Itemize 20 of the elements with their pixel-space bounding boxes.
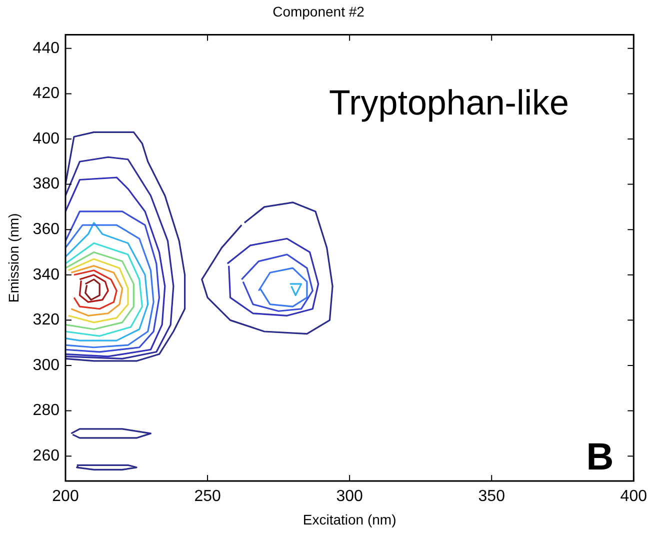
x-tick-label: 350: [478, 488, 506, 506]
chart-title: Component #2: [272, 3, 365, 20]
annotation: B: [586, 436, 614, 478]
y-tick-label: 300: [32, 356, 60, 374]
y-tick-label: 260: [32, 447, 60, 464]
x-tick-label: 400: [620, 488, 648, 506]
y-tick-label: 320: [32, 312, 60, 329]
y-tick-label: 440: [32, 40, 60, 57]
annotation: Tryptophan-like: [329, 83, 569, 122]
x-tick-label: 200: [52, 488, 79, 506]
y-axis-title: Emission (nm): [5, 213, 22, 303]
y-tick-label: 380: [32, 176, 60, 193]
y-tick-label: 420: [32, 85, 60, 102]
x-axis-title: Excitation (nm): [302, 511, 396, 528]
x-tick-label: 300: [336, 488, 364, 506]
y-tick-label: 280: [32, 402, 60, 420]
x-tick-label: 250: [194, 488, 221, 506]
y-tick-label: 340: [32, 266, 60, 284]
y-tick-label: 400: [32, 130, 60, 148]
y-tick-label: 360: [32, 220, 60, 238]
